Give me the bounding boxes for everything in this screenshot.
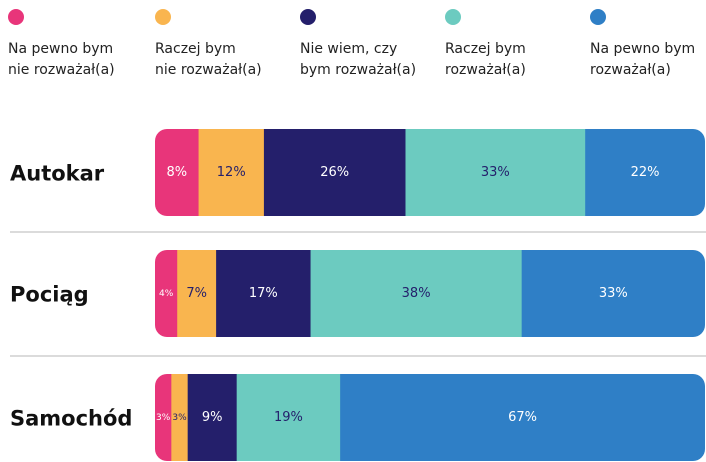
legend-item: Raczej bym rozważał(a) [445, 0, 585, 81]
bar-segment [585, 129, 705, 216]
bar-segment [171, 374, 189, 461]
legend-swatch [155, 9, 171, 25]
legend-item: Nie wiem, czy bym rozważał(a) [300, 0, 440, 81]
value-label: 3% [172, 413, 187, 423]
bar-segment [177, 250, 217, 337]
value-label: 38% [402, 286, 431, 301]
bar-segment [198, 129, 265, 216]
legend-label: Na pewno bym rozważał(a) [590, 41, 696, 78]
bar-segment [263, 129, 406, 216]
legend-label: Raczej bym nie rozważał(a) [155, 41, 262, 78]
legend-label: Nie wiem, czy bym rozważał(a) [300, 41, 417, 78]
value-label: 7% [186, 286, 207, 301]
value-label: 8% [166, 165, 187, 180]
legend-label: Na pewno bym nie rozważał(a) [8, 41, 115, 78]
legend-item: Na pewno bym nie rozważał(a) [8, 0, 148, 81]
bar-segment [340, 374, 705, 461]
bar-segment [155, 250, 178, 337]
value-label: 33% [599, 286, 628, 301]
bar-segment [521, 250, 705, 337]
legend-swatch [300, 9, 316, 25]
value-label: 22% [631, 165, 660, 180]
legend-swatch [590, 9, 606, 25]
bar-row [155, 374, 705, 461]
legend-swatch [445, 9, 461, 25]
bar-segment [310, 250, 523, 337]
legend-swatch [8, 9, 24, 25]
category-label: Samochód [10, 407, 132, 431]
value-label: 26% [320, 165, 349, 180]
bar-segment [236, 374, 341, 461]
value-label: 19% [274, 410, 303, 425]
value-label: 67% [508, 410, 537, 425]
value-label: 33% [481, 165, 510, 180]
category-label: Pociąg [10, 283, 89, 307]
bar-row [155, 129, 705, 216]
legend-item: Raczej bym nie rozważał(a) [155, 0, 295, 81]
bar-segment [216, 250, 312, 337]
bar-segment [155, 129, 200, 216]
value-label: 12% [217, 165, 246, 180]
bar-row [155, 250, 705, 337]
value-label: 9% [202, 410, 223, 425]
bar-segment [405, 129, 586, 216]
bar-segment [155, 374, 172, 461]
value-label: 4% [159, 289, 174, 299]
value-label: 17% [249, 286, 278, 301]
value-label: 3% [156, 413, 171, 423]
legend-item: Na pewno bym rozważał(a) [590, 0, 706, 81]
category-label: Autokar [10, 162, 105, 186]
legend-label: Raczej bym rozważał(a) [445, 41, 526, 78]
bar-segment [187, 374, 238, 461]
